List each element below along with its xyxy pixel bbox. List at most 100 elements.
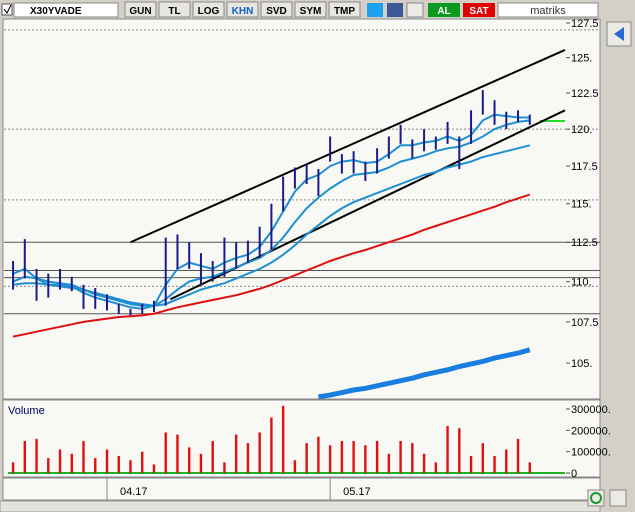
volume-bar — [82, 440, 85, 474]
toolbar-button-label: SVD — [266, 6, 287, 17]
volume-bar — [270, 417, 273, 474]
y-tick-label: 0 — [571, 468, 577, 480]
settings-button[interactable] — [609, 489, 627, 507]
x-tick-label: 05.17 — [343, 486, 371, 498]
volume-bar — [246, 443, 250, 474]
y-tick-label: 200000. — [571, 425, 611, 437]
toolbar-button[interactable] — [294, 1, 327, 18]
toolbar-button[interactable] — [124, 1, 157, 18]
volume-bar — [364, 445, 367, 474]
volume-bar — [352, 440, 355, 474]
y-tick-label: 127.5 — [571, 18, 599, 30]
volume-bar — [152, 464, 156, 474]
volume-bar — [234, 434, 238, 474]
y-tick-label: 117.5 — [571, 161, 598, 173]
toolbar-button-label: TL — [168, 6, 180, 17]
volume-bar — [469, 455, 473, 474]
volume-bar — [11, 462, 15, 474]
toolbar-button-label: KHN — [232, 6, 254, 17]
volume-bar — [223, 462, 226, 474]
volume-bar — [211, 440, 214, 474]
brand-box — [497, 2, 599, 18]
toolbar-button-label: LOG — [198, 6, 220, 17]
y-tick-label: 100000. — [571, 447, 611, 459]
moving-average — [12, 144, 531, 307]
moving-average — [318, 347, 531, 400]
symbol: X30YVADE — [30, 6, 82, 17]
volume-bar — [164, 432, 167, 474]
date-axis — [2, 477, 601, 501]
volume-bar — [422, 453, 426, 474]
brand: matriks — [530, 5, 566, 17]
volume-bar — [446, 426, 449, 474]
trade-button[interactable] — [463, 3, 495, 17]
volume-bar — [129, 460, 132, 474]
share-icon[interactable] — [367, 3, 383, 17]
volume-bar — [375, 440, 379, 474]
toolbar-button[interactable] — [260, 1, 293, 18]
volume-bar — [434, 462, 438, 474]
volume-bar — [293, 460, 297, 474]
volume-bar — [117, 455, 120, 474]
sidebar — [603, 19, 635, 512]
trade-button-label: AL — [437, 6, 450, 17]
volume-bar — [47, 458, 50, 474]
volume-panel — [2, 399, 601, 478]
y-tick-label: 105. — [571, 358, 592, 370]
trend-line — [130, 49, 566, 244]
volume-bar — [199, 453, 203, 474]
volume-bar — [458, 428, 461, 474]
y-tick-label: 122.5 — [571, 88, 599, 100]
volume-bar — [340, 440, 344, 474]
volume-bar — [528, 462, 531, 474]
y-tick-label: 110. — [571, 277, 592, 289]
toolbar-button[interactable] — [192, 1, 225, 18]
volume-bar — [399, 440, 402, 474]
toolbar-button[interactable] — [328, 1, 361, 18]
scrollbar[interactable] — [0, 500, 601, 512]
panel-title: Volume — [8, 405, 45, 417]
share-icon[interactable] — [387, 3, 403, 17]
symbol-box[interactable] — [13, 2, 119, 18]
edit-icon[interactable] — [406, 2, 424, 18]
y-tick-label: 300000. — [571, 404, 611, 416]
volume-bar — [387, 453, 391, 474]
volume-bar — [505, 449, 508, 474]
price-panel — [2, 18, 601, 400]
y-tick-label: 112.5 — [571, 237, 598, 249]
toolbar-button-label: SYM — [300, 6, 322, 17]
volume-bar — [305, 443, 308, 474]
volume-bar — [481, 443, 484, 474]
volume-bar — [411, 443, 414, 474]
volume-bar — [281, 405, 285, 474]
volume-bar — [317, 436, 320, 474]
trade-button-label: SAT — [469, 6, 488, 17]
y-tick-label: 115. — [571, 199, 592, 211]
volume-bar — [328, 445, 332, 474]
volume-bar — [105, 449, 109, 474]
toolbar-button[interactable] — [158, 1, 191, 18]
moving-average — [12, 193, 531, 338]
volume-bar — [188, 447, 191, 474]
toolbar-button-label: TMP — [334, 6, 355, 17]
back-arrow — [614, 27, 624, 41]
toolbar-button-label: GUN — [129, 6, 151, 17]
y-tick-label: 107.5 — [571, 317, 599, 329]
volume-bar — [493, 455, 496, 474]
trade-button[interactable] — [428, 3, 460, 17]
toolbar-button[interactable] — [226, 1, 259, 18]
volume-bar — [58, 449, 62, 474]
volume-bar — [35, 438, 38, 474]
check-icon — [3, 4, 12, 14]
volume-bar — [176, 434, 179, 474]
refresh-icon — [590, 492, 602, 504]
checkbox[interactable] — [1, 3, 13, 16]
volume-bar — [141, 451, 144, 474]
y-tick-label: 120. — [571, 124, 592, 136]
volume-bar — [516, 438, 520, 474]
volume-bar — [94, 458, 97, 474]
y-tick-label: 125. — [571, 53, 592, 65]
volume-bar — [23, 440, 26, 474]
